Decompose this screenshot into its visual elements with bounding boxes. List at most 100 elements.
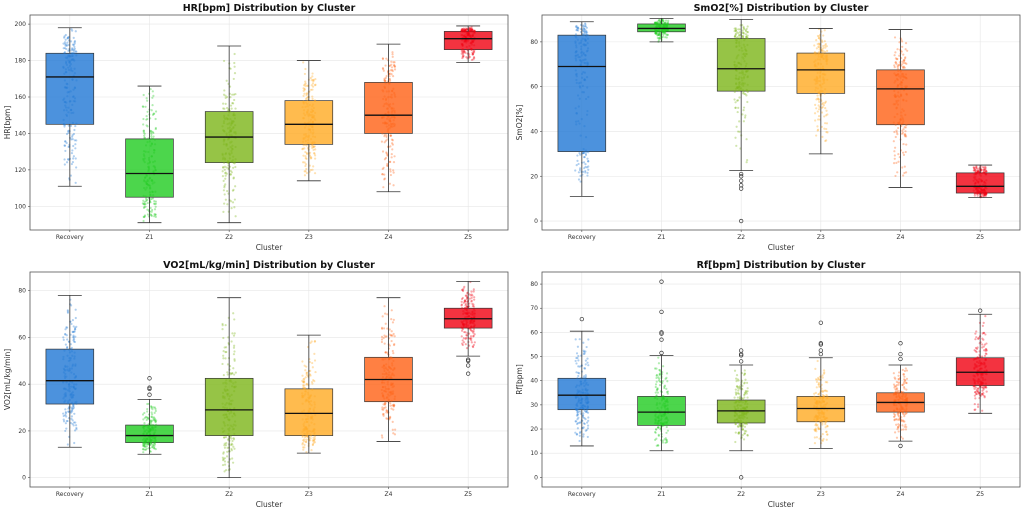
data-point [895, 436, 899, 439]
data-point [149, 429, 152, 432]
data-point [143, 215, 146, 219]
data-point [985, 192, 988, 195]
data-point [585, 50, 588, 53]
data-point [226, 371, 229, 374]
data-point [574, 120, 578, 123]
data-point [143, 161, 146, 164]
data-point [824, 58, 828, 61]
data-point [734, 412, 737, 415]
data-point [981, 392, 984, 396]
data-point [221, 427, 224, 430]
data-point [142, 129, 145, 133]
data-point [896, 57, 899, 61]
data-point [586, 435, 589, 439]
data-point [72, 88, 75, 91]
data-point [733, 414, 737, 418]
data-point [586, 405, 589, 408]
data-point [659, 31, 662, 34]
data-point [221, 152, 224, 155]
data-point [818, 58, 822, 61]
data-point [665, 421, 669, 424]
data-point [815, 405, 819, 408]
data-point [70, 371, 73, 374]
data-point [223, 346, 226, 349]
data-point [141, 448, 145, 451]
data-point [893, 400, 896, 403]
data-point [740, 87, 743, 90]
data-point [586, 361, 589, 364]
data-point [894, 51, 897, 54]
data-point [659, 412, 662, 415]
x-tick-label: Recovery [568, 234, 596, 241]
data-point [733, 90, 736, 93]
data-point [582, 375, 586, 378]
data-point [655, 29, 658, 32]
data-point [656, 421, 659, 425]
data-point [224, 350, 227, 354]
data-point [384, 385, 387, 388]
data-point [466, 34, 470, 37]
data-point [825, 62, 828, 65]
data-point [904, 75, 907, 79]
data-point [146, 125, 149, 128]
x-axis-label: Cluster [256, 243, 284, 252]
data-point [825, 59, 828, 63]
data-point [312, 115, 315, 119]
data-point [301, 443, 304, 446]
data-point [654, 21, 657, 24]
data-point [144, 181, 148, 184]
data-point [665, 404, 668, 407]
data-point [817, 426, 820, 429]
data-point [226, 392, 229, 396]
data-point [739, 386, 742, 389]
data-point [585, 166, 589, 169]
data-point [901, 393, 905, 396]
data-point [303, 88, 306, 91]
data-point [224, 468, 228, 472]
data-point [825, 130, 828, 134]
data-point [471, 39, 474, 42]
data-point [303, 421, 306, 424]
data-point [310, 79, 313, 82]
data-point [471, 53, 475, 56]
data-point [741, 428, 744, 431]
data-point [148, 191, 152, 194]
data-point [821, 105, 824, 109]
data-point [221, 396, 225, 399]
x-tick-label: Z2 [225, 491, 233, 498]
data-point [73, 328, 77, 331]
data-point [470, 325, 473, 328]
data-point [735, 385, 739, 388]
data-point [74, 147, 77, 150]
data-point [746, 434, 749, 437]
data-point [228, 429, 231, 432]
data-point [223, 424, 227, 427]
data-point [72, 385, 75, 389]
data-point [983, 192, 986, 195]
data-point [389, 134, 393, 137]
data-point [897, 383, 900, 386]
data-point [821, 400, 824, 403]
data-point [904, 367, 907, 370]
data-point [586, 400, 589, 403]
data-point [67, 54, 70, 57]
data-point [585, 345, 588, 349]
data-point [306, 102, 309, 106]
data-point [585, 35, 588, 38]
data-point [144, 437, 147, 440]
data-point [893, 54, 896, 57]
data-point [585, 33, 588, 36]
data-point [226, 373, 229, 376]
data-point [979, 190, 982, 193]
data-point [223, 460, 227, 463]
data-point [231, 439, 234, 443]
data-point [233, 131, 236, 134]
data-point [72, 406, 75, 409]
data-point [387, 398, 390, 401]
data-point [976, 188, 979, 191]
data-point [584, 23, 587, 26]
data-point [152, 151, 156, 154]
data-point [654, 391, 657, 394]
data-point [389, 134, 392, 137]
outlier-point [739, 218, 744, 224]
